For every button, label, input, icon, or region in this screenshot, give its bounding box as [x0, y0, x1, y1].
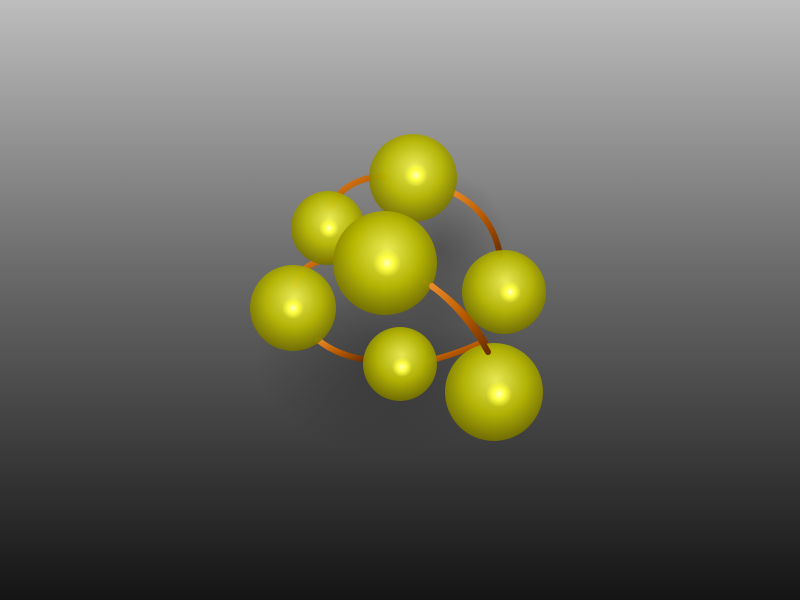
atom-highlight	[282, 297, 304, 319]
atom-left	[250, 265, 336, 351]
atom-right	[462, 250, 546, 334]
atom-highlight	[392, 357, 412, 377]
bond-top-right	[449, 189, 503, 258]
bond-left-bottom	[315, 337, 371, 363]
atom-highlight	[486, 381, 512, 407]
atom-bottom-middle	[363, 327, 437, 401]
atom-center	[333, 211, 437, 315]
front-bonds	[429, 283, 491, 355]
atom-highlight	[404, 163, 428, 187]
atom-top	[369, 134, 457, 222]
atom-bottom-right	[445, 343, 543, 441]
bond-center-front	[429, 283, 491, 355]
atom-highlight	[319, 218, 339, 238]
bond-bottom-right	[429, 339, 485, 363]
atom-highlight	[373, 249, 401, 277]
atom-highlight	[499, 281, 521, 303]
